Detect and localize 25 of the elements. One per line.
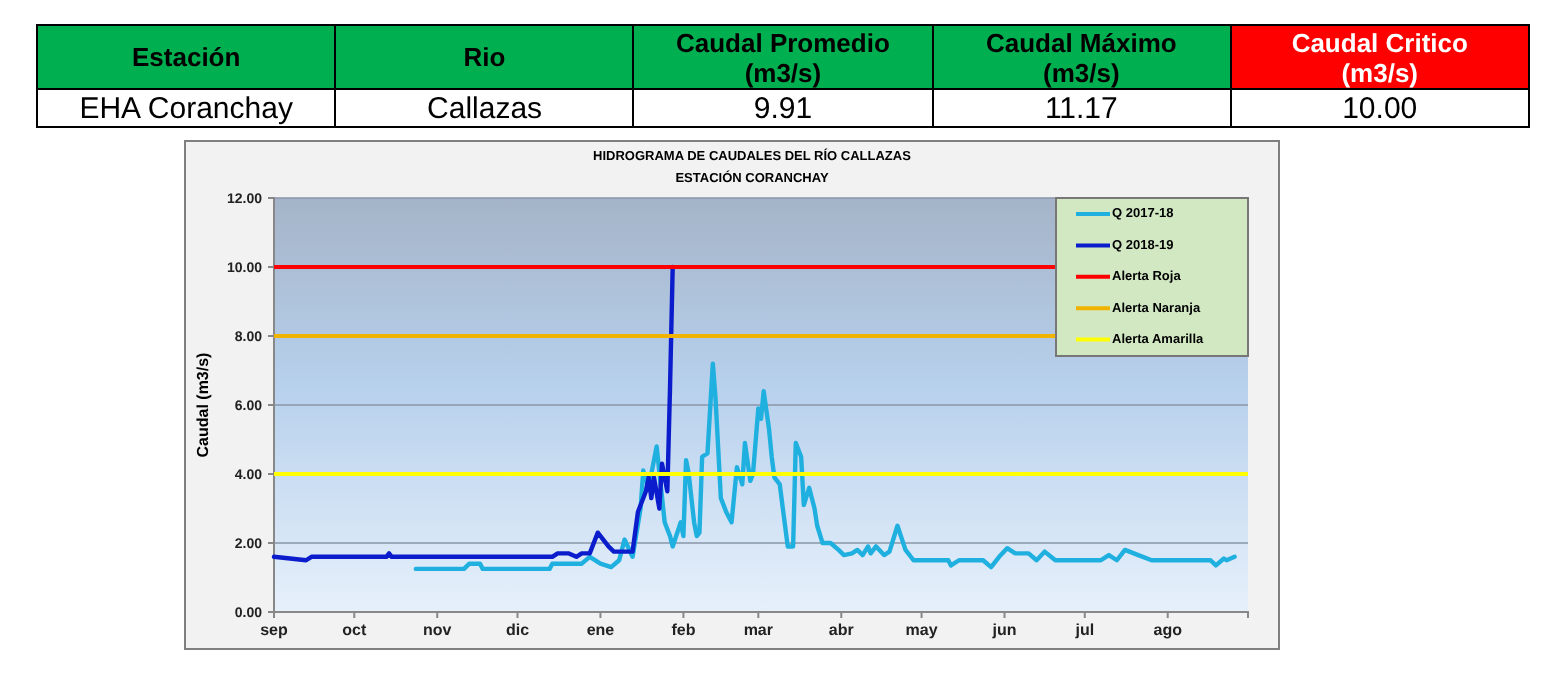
x-tick-label: sep	[260, 621, 288, 640]
text: EHA Coranchay	[79, 91, 293, 125]
x-tick-label: ago	[1153, 621, 1183, 640]
text: Caudal Promedio (m3/s)	[674, 27, 892, 87]
text: Caudal Máximo (m3/s)	[983, 27, 1179, 87]
x-tick-label: feb	[671, 621, 696, 640]
y-axis-title: Caudal (m3/s)	[194, 351, 213, 458]
line-series	[271, 264, 675, 563]
x-tick-label: abr	[828, 621, 854, 640]
x-tick-label: may	[905, 621, 939, 640]
text: 11.17	[1044, 91, 1118, 125]
x-tick-label: mar	[743, 621, 774, 640]
text: 9.91	[753, 91, 813, 125]
text: Caudal Critico (m3/s)	[1289, 27, 1470, 87]
text: 10.00	[1342, 91, 1418, 125]
x-tick-label: ene	[586, 621, 616, 640]
text: Callazas	[427, 91, 543, 125]
x-tick-label: jul	[1073, 621, 1095, 640]
x-tick-label: dic	[505, 621, 531, 640]
text: Rio	[463, 42, 506, 72]
x-tick-label: nov	[422, 621, 453, 640]
line-series	[413, 361, 1237, 572]
x-tick-label: jun	[990, 621, 1017, 640]
x-tick-label: oct	[342, 621, 367, 640]
text: Estación	[132, 42, 241, 72]
